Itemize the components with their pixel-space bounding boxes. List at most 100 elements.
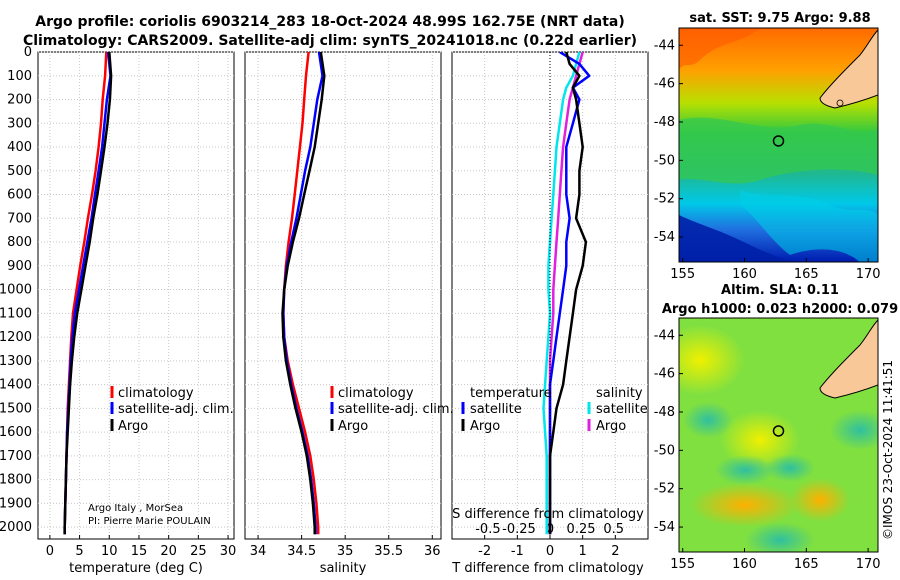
y-tick-label: 200: [7, 93, 32, 108]
map-y-tick-label: -48: [654, 115, 675, 130]
temperature-axis-label: temperature (deg C): [69, 561, 203, 576]
s-tick-label: 0.25: [567, 522, 596, 537]
y-tick-label: 1100: [0, 306, 32, 321]
s-tick-label: -0.25: [502, 522, 536, 537]
legend-title-temperature: temperature: [470, 386, 552, 401]
salinity-axis-label: salinity: [320, 561, 367, 576]
x-tick-label: 36: [424, 544, 441, 559]
y-tick-label: 500: [7, 164, 32, 179]
sla-argo-marker: [772, 425, 785, 437]
map-x-tick-label: 165: [794, 557, 819, 572]
map-x-tick-label: 165: [794, 267, 819, 282]
map-y-tick-label: -50: [654, 153, 675, 168]
legend-title-salinity: salinity: [596, 386, 643, 401]
y-tick-label: 1800: [0, 473, 32, 488]
map-x-tick-label: 155: [670, 557, 695, 572]
legend-label-s-argo: Argo: [596, 419, 626, 434]
legend-label-t-argo: Argo: [470, 419, 500, 434]
difference-line-targo: [548, 52, 588, 535]
salinity-line-argo: [281, 52, 326, 535]
y-tick-label: 0: [24, 45, 32, 60]
y-tick-label: 1700: [0, 449, 32, 464]
map-y-tick-label: -48: [654, 405, 675, 420]
x-tick-label: 30: [220, 544, 237, 559]
x-tick-label: -2: [478, 544, 491, 559]
sst-map-title: sat. SST: 9.75 Argo: 9.88: [689, 11, 870, 26]
credit-line-1: Argo Italy , MorSea: [88, 503, 183, 514]
legend-label-t-satellite: satellite: [470, 402, 522, 417]
credit-line-2: PI: Pierre Marie POULAIN: [88, 516, 211, 527]
temperature-line-climatology: [63, 52, 108, 535]
legend-label-satellite: satellite-adj. clim.: [338, 402, 454, 417]
sla-map-image: [679, 318, 878, 552]
s-tick-label: -0.5: [475, 522, 500, 537]
salinity-axes: [244, 51, 442, 540]
y-tick-label: 1900: [0, 496, 32, 511]
y-tick-label: 400: [7, 140, 32, 155]
y-tick-label: 800: [7, 235, 32, 250]
difference-line-sargo: [548, 52, 584, 535]
x-tick-label: 1: [579, 544, 587, 559]
difference-legend: temperature satellite Argo salinity sate…: [461, 386, 648, 434]
s-difference-axis-label: S difference from climatology: [452, 507, 644, 522]
x-tick-label: 20: [160, 544, 177, 559]
y-tick-label: 1400: [0, 378, 32, 393]
sla-map-frame: [678, 317, 879, 553]
map-y-tick-label: -52: [654, 482, 675, 497]
y-tick-label: 900: [7, 259, 32, 274]
x-tick-label: 0: [546, 544, 554, 559]
salinity-legend: climatology satellite-adj. clim. Argo: [330, 386, 454, 434]
y-tick-label: 700: [7, 211, 32, 226]
legend-label-s-satellite: satellite: [596, 402, 648, 417]
figure-title-2: Climatology: CARS2009. Satellite-adj cli…: [23, 33, 637, 49]
x-tick-label: 35: [337, 544, 354, 559]
x-tick-label: 10: [101, 544, 118, 559]
map-x-tick-label: 155: [670, 267, 695, 282]
x-tick-label: 5: [75, 544, 83, 559]
map-y-tick-label: -46: [654, 367, 675, 382]
sst-map-image: [679, 28, 878, 262]
x-tick-label: 35.5: [374, 544, 403, 559]
map-y-tick-label: -44: [654, 38, 675, 53]
temperature-legend: climatology satellite-adj. clim. Argo: [110, 386, 234, 434]
x-tick-label: -1: [511, 544, 524, 559]
map-y-tick-label: -54: [654, 520, 675, 535]
map-y-tick-label: -54: [654, 230, 675, 245]
legend-label-argo: Argo: [338, 419, 368, 434]
map-y-tick-label: -50: [654, 443, 675, 458]
sla-map-title-2: Argo h1000: 0.023 h2000: 0.079: [662, 302, 898, 317]
figure-title-1: Argo profile: coriolis 6903214_283 18-Oc…: [35, 14, 625, 30]
sst-map-frame: [678, 27, 879, 263]
x-tick-label: 15: [131, 544, 148, 559]
difference-line-ssatellite: [542, 52, 581, 535]
map-y-tick-label: -46: [654, 77, 675, 92]
y-tick-label: 1300: [0, 354, 32, 369]
map-x-tick-label: 160: [732, 267, 757, 282]
map-y-tick-label: -44: [654, 328, 675, 343]
map-x-tick-label: 170: [856, 267, 881, 282]
legend-label-satellite: satellite-adj. clim.: [118, 402, 234, 417]
difference-line-tsatellite: [548, 52, 591, 535]
y-tick-label: 300: [7, 116, 32, 131]
temperature-line-argo: [63, 52, 113, 535]
x-tick-label: 25: [190, 544, 207, 559]
t-difference-axis-label: T difference from climatology: [451, 561, 644, 576]
legend-label-climatology: climatology: [338, 386, 414, 401]
map-x-tick-label: 170: [856, 557, 881, 572]
y-tick-label: 1600: [0, 425, 32, 440]
x-tick-label: 34: [250, 544, 267, 559]
s-tick-label: 0.5: [603, 522, 624, 537]
y-tick-label: 1200: [0, 330, 32, 345]
y-tick-label: 2000: [0, 520, 32, 535]
x-tick-label: 2: [611, 544, 619, 559]
temperature-line-satelliteadjclim: [63, 52, 112, 535]
x-tick-label: 34.5: [287, 544, 316, 559]
map-x-tick-label: 160: [732, 557, 757, 572]
sst-argo-marker: [772, 135, 785, 147]
legend-label-climatology: climatology: [118, 386, 194, 401]
map-y-tick-label: -52: [654, 192, 675, 207]
y-tick-label: 100: [7, 69, 32, 84]
imos-stamp: ©IMOS 23-Oct-2024 11:41:51: [881, 360, 895, 540]
y-tick-label: 1000: [0, 283, 32, 298]
